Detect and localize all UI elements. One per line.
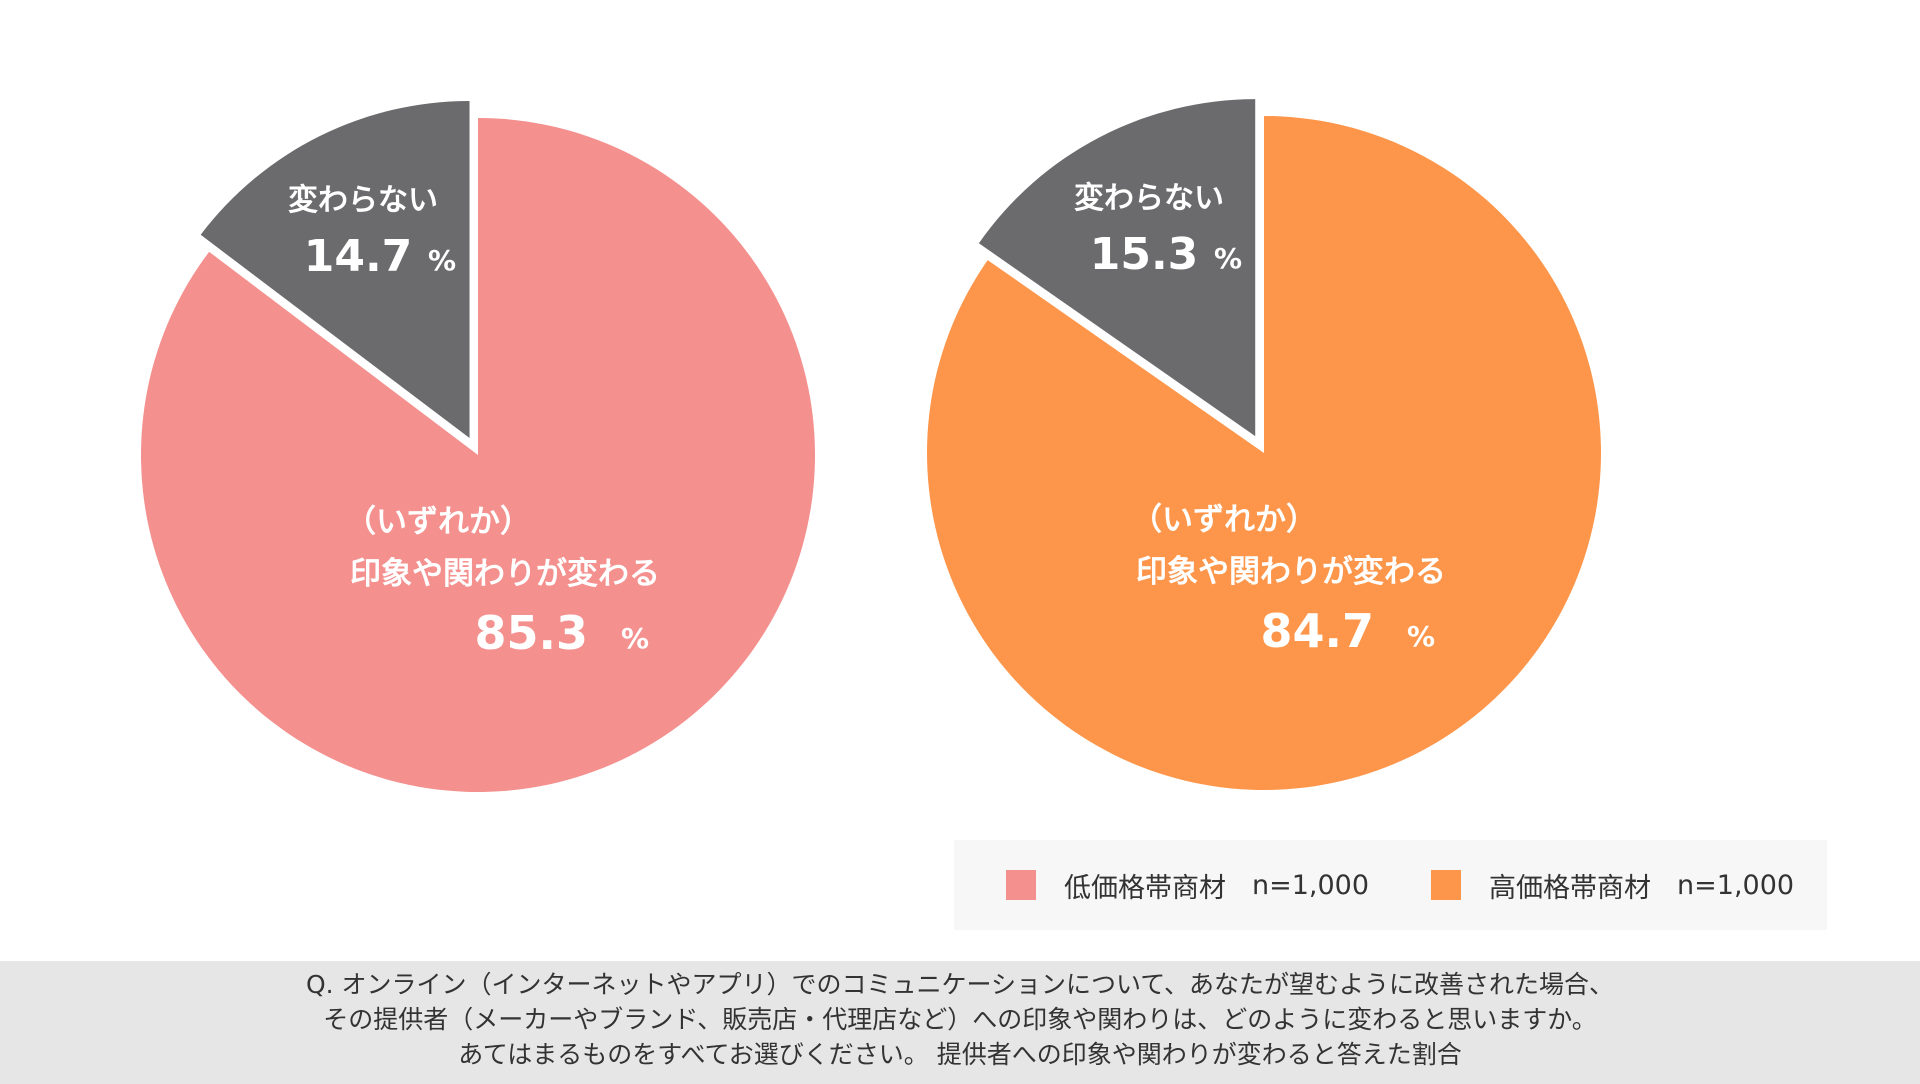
question-line-1: Q. オンライン（インターネットやアプリ）でのコミュニケーションについて、あなた… — [305, 970, 1615, 999]
pie2-slice-no-change — [978, 99, 1256, 437]
question-footer: Q. オンライン（インターネットやアプリ）でのコミュニケーションについて、あなた… — [0, 961, 1920, 1084]
pie2-changes-label-1: （いずれか） — [1131, 502, 1317, 538]
question-line-3: あてはまるものをすべてお選びください。 提供者への印象や関わりが変わると答えた割… — [458, 1040, 1462, 1069]
legend-swatch-high — [1431, 870, 1462, 900]
pie2-no-change-label: 変わらない — [1074, 181, 1224, 216]
question-line-2: その提供者（メーカーやブランド、販売店・代理店など）への印象や関わりは、どのよう… — [323, 1005, 1597, 1034]
pie1-slice-changes — [141, 118, 816, 793]
pie1-changes-label-2: 印象や関わりが変わる — [350, 556, 660, 592]
legend-label-low: 低価格帯商材 — [1064, 872, 1226, 904]
legend-n-low: n=1,000 — [1252, 869, 1370, 901]
pie1-changes-label-1: （いずれか） — [345, 504, 531, 540]
pie-charts: 変わらない 14.7 % （いずれか） 印象や関わりが変わる 85.3 % 変わらない 15.3… — [141, 99, 1601, 793]
legend-n-high: n=1,000 — [1677, 869, 1795, 901]
legend: 低価格帯商材 n=1,000 高価格帯商材 n=1,000 — [954, 840, 1827, 930]
pie1-no-change-unit: % — [428, 244, 456, 277]
pie1-slice-no-change — [200, 100, 470, 438]
pie2-no-change-unit: % — [1214, 242, 1242, 275]
pie2-slice-changes — [927, 116, 1601, 790]
pie2-no-change-value: 15.3 — [1090, 229, 1199, 280]
pie2-changes-label-2: 印象や関わりが変わる — [1136, 554, 1446, 590]
pie2-changes-value: 84.7 — [1261, 604, 1375, 658]
pie1-changes-value: 85.3 — [475, 606, 589, 660]
legend-label-high: 高価格帯商材 — [1489, 872, 1652, 904]
legend-item-high: 高価格帯商材 n=1,000 — [1431, 866, 1794, 905]
pie1-changes-unit: % — [621, 622, 649, 655]
pie1-no-change-value: 14.7 — [304, 231, 413, 282]
pie1-no-change-label: 変わらない — [288, 183, 438, 218]
pie2-changes-unit: % — [1407, 620, 1435, 653]
legend-swatch-low — [1006, 870, 1036, 900]
legend-item-low: 低価格帯商材 n=1,000 — [1006, 866, 1369, 905]
